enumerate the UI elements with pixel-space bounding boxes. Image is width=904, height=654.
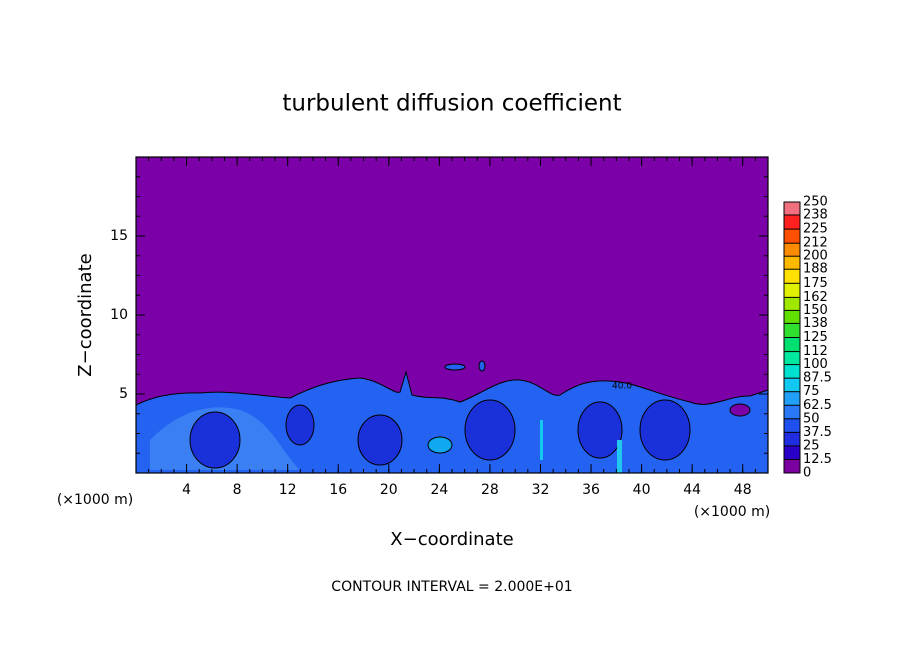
colorbar-band [784,243,800,257]
colorbar-label: 250 [803,195,828,210]
chart-title: turbulent diffusion coefficient [282,91,621,117]
colorbar-band [784,283,800,298]
field-region [639,399,691,461]
colorbar-label: 112 [803,344,828,359]
x-tick-label: 40 [633,482,651,498]
x-tick-label: 24 [430,482,448,498]
colorbar-label: 37.5 [803,425,832,440]
colorbar-band [784,337,800,352]
colorbar-label: 62.5 [803,398,832,413]
colorbar-band [784,459,800,473]
field-region [540,420,543,460]
y-axis-label: Z−coordinate [75,253,96,376]
colorbar-band [784,215,800,230]
colorbar-band [784,378,800,392]
colorbar-label: 125 [803,330,828,345]
field-region [464,399,516,461]
colorbar-band [784,269,800,284]
field-region [729,403,751,417]
x-tick-label: 8 [233,482,242,498]
colorbar-band [784,364,800,379]
colorbar-label: 50 [803,411,820,426]
colorbar-band [784,323,800,338]
field-region [189,411,241,469]
colorbar-label: 212 [803,236,828,251]
contour-label: 40.0 [612,382,632,392]
x-tick-label: 36 [582,482,600,498]
x-unit-label: (×1000 m) [57,492,133,508]
x-tick-label: 4 [182,482,191,498]
x-tick-label: 44 [683,482,701,498]
field-region [285,404,315,446]
field-region [478,360,486,372]
x-unit-label: (×1000 m) [694,504,770,520]
y-tick-label: 10 [110,307,128,323]
colorbar-band [784,297,800,311]
colorbar-label: 162 [803,290,828,305]
contour-field: 40.0 [135,157,769,474]
y-tick-label: 5 [119,386,128,402]
colorbar-band [784,445,800,460]
colorbar-band [784,229,800,244]
colorbar-label: 188 [803,262,828,277]
colorbar-band [784,351,800,365]
x-tick-label: 32 [532,482,550,498]
colorbar-label: 138 [803,316,828,331]
x-tick-label: 12 [279,482,297,498]
field-region [357,414,403,466]
footnote: CONTOUR INTERVAL = 2.000E+01 [331,579,572,595]
colorbar-label: 100 [803,357,828,372]
colorbar-label: 225 [803,222,828,237]
colorbar-band [784,202,800,216]
colorbar-band [784,432,800,446]
x-tick-label: 20 [380,482,398,498]
colorbar-label: 75 [803,384,820,399]
colorbar-label: 87.5 [803,371,832,386]
y-tick-label: 15 [110,228,128,244]
colorbar-label: 200 [803,249,828,264]
x-tick-label: 28 [481,482,499,498]
colorbar-label: 238 [803,208,828,223]
colorbar-band [784,310,800,324]
colorbar-band [784,405,800,419]
colorbar-label: 12.5 [803,452,832,467]
colorbar-label: 175 [803,276,828,291]
colorbar-band [784,391,800,406]
field-region [577,401,623,459]
colorbar-label: 25 [803,438,820,453]
field-region [617,440,622,473]
colorbar-band [784,418,800,433]
colorbar-label: 150 [803,303,828,318]
x-tick-label: 48 [734,482,752,498]
field-region [444,363,466,371]
colorbar-band [784,256,800,270]
x-tick-label: 16 [329,482,347,498]
colorbar-label: 0 [803,466,811,481]
field-region [427,436,453,454]
x-axis-label: X−coordinate [390,529,513,550]
